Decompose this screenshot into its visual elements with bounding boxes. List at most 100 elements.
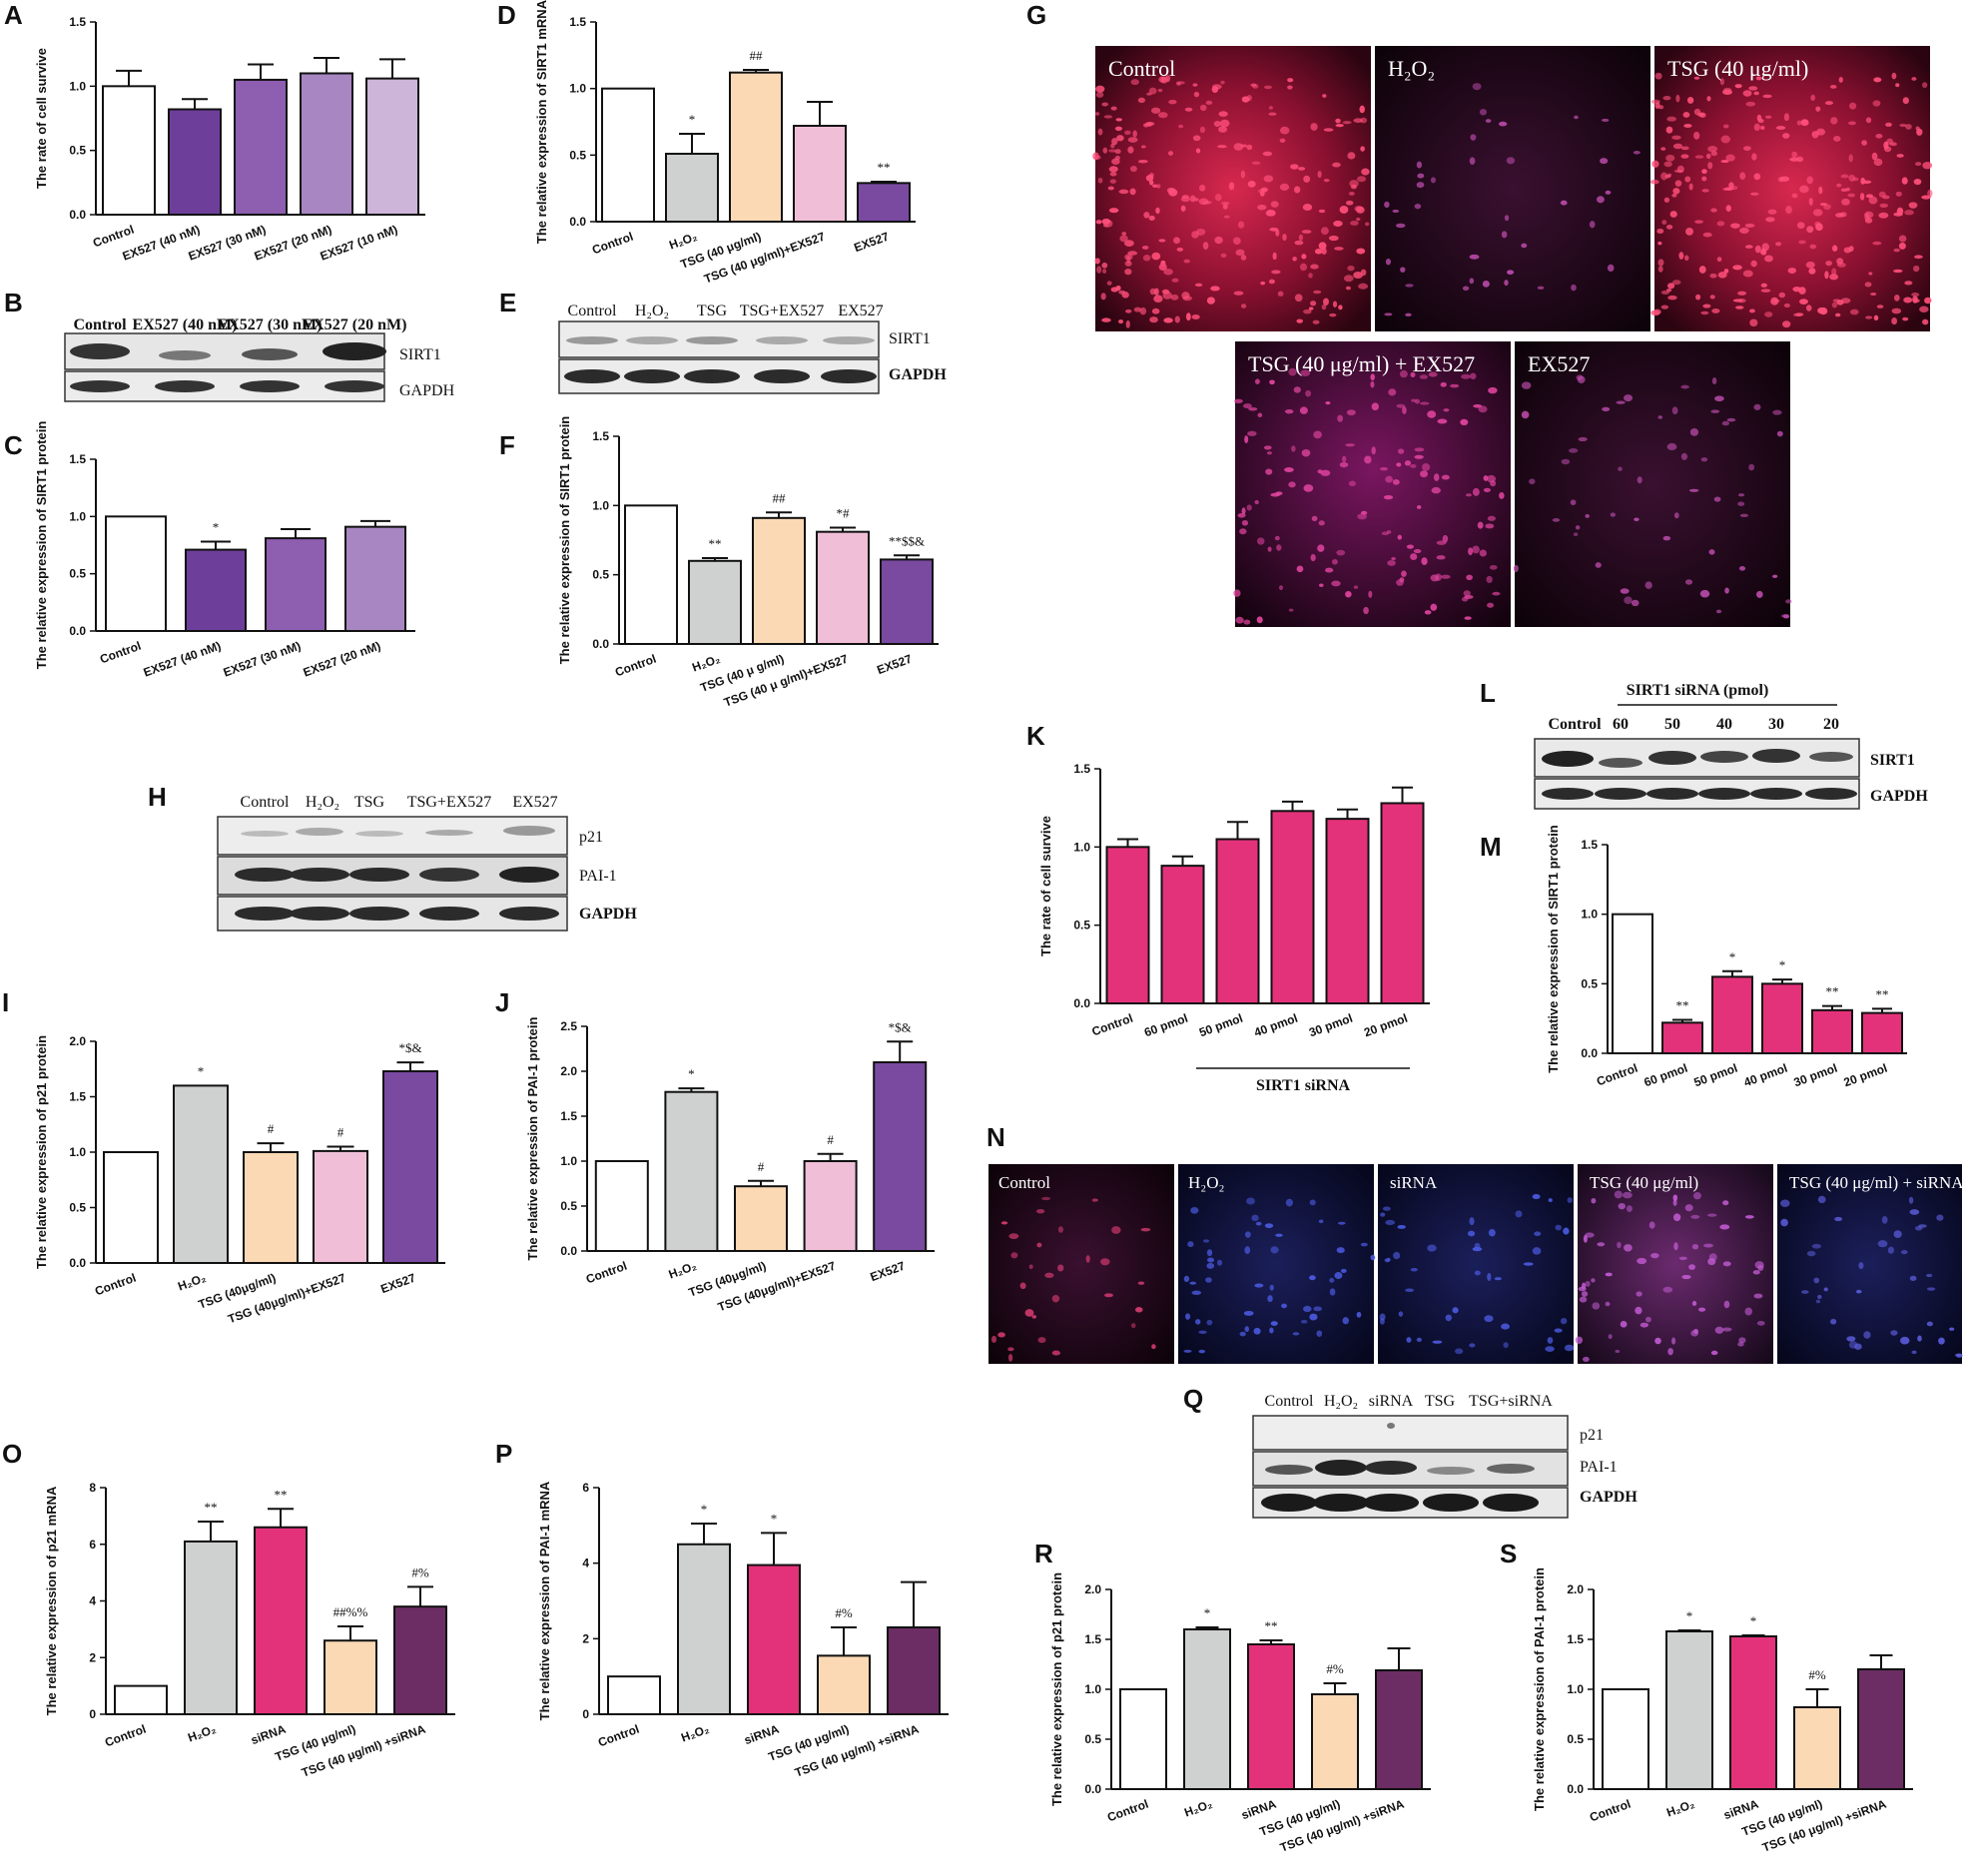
cell-dot	[1111, 138, 1118, 146]
cell-dot	[1671, 406, 1678, 415]
cell-dot	[1356, 176, 1367, 183]
cell-dot	[1296, 318, 1303, 323]
cell-dot	[1896, 207, 1903, 215]
cell-dot	[1615, 1349, 1621, 1354]
cell-dot	[1199, 126, 1206, 134]
y-tick-label-s: 2.0	[1567, 1582, 1584, 1596]
cell-dot	[1207, 1257, 1215, 1263]
cell-dot	[1299, 263, 1308, 272]
chart-f: 0.0 0.5 1.0 1.5 The relative expression of S…	[557, 416, 939, 710]
cell-dot	[1489, 564, 1498, 570]
cell-dot	[1189, 1281, 1197, 1285]
bar-f	[752, 516, 806, 646]
significance-label-r: #%	[1326, 1661, 1344, 1676]
cell-dot	[1722, 89, 1732, 95]
cell-dot	[1191, 1290, 1202, 1295]
cell-dot	[1332, 301, 1338, 308]
cell-dot	[1101, 317, 1111, 322]
cell-dot	[1836, 183, 1842, 188]
cell-dot	[1107, 186, 1114, 191]
x-tick-label-p: siRNA	[742, 1722, 781, 1748]
cell-dot	[1176, 247, 1184, 252]
cell-dot	[1437, 418, 1448, 424]
cell-dot	[1171, 278, 1179, 283]
cell-dot	[1114, 126, 1122, 131]
cell-dot	[1775, 126, 1786, 130]
cell-dot	[1891, 316, 1898, 325]
cell-dot	[1263, 175, 1274, 183]
cell-dot	[1714, 1326, 1724, 1334]
cell-dot	[1275, 229, 1280, 237]
cell-dot	[1915, 162, 1922, 167]
significance-label-m: **	[1676, 998, 1689, 1013]
bar-a	[168, 108, 222, 216]
cell-dot	[1472, 1246, 1483, 1252]
cell-dot	[1815, 1299, 1821, 1304]
cell-dot	[1469, 1217, 1475, 1226]
bar-o	[184, 1540, 238, 1715]
cell-dot	[1325, 567, 1334, 573]
cell-dot	[1251, 161, 1261, 165]
cell-dot	[1470, 372, 1477, 379]
cell-dot	[1691, 1244, 1699, 1250]
y-tick-label-s: 1.5	[1567, 1632, 1584, 1646]
cell-dot	[1239, 1331, 1246, 1337]
blot-e-lane-2: H₂O₂	[635, 303, 669, 319]
y-tick-label-s: 0.0	[1567, 1782, 1584, 1796]
bar-i	[173, 1084, 229, 1265]
cell-dot	[1791, 193, 1798, 199]
cell-dot	[1753, 173, 1761, 181]
bar-j	[594, 1160, 649, 1252]
cell-dot	[1256, 616, 1263, 624]
chart-m: 0.0 0.5 1.0 1.5 The relative expression of S…	[1546, 825, 1907, 1089]
cell-dot	[1798, 299, 1808, 305]
significance-label-m: **	[1876, 986, 1889, 1001]
western-blot-l: SIRT1 siRNA (pmol) Control 60 50 40 30 2…	[1534, 682, 1928, 810]
chart-k: 0.0 0.5 1.0 1.5 The rate of cell survive Cont…	[1038, 762, 1430, 1039]
cell-dot	[1455, 1348, 1464, 1355]
chart-p: 0 2 4 6 The relative expression of PAI-1 mRN…	[537, 1481, 949, 1780]
x-tick-label-k: 50 pmol	[1197, 1011, 1244, 1040]
blot-h-lane-3: TSG	[354, 794, 385, 811]
cell-dot	[1472, 487, 1480, 496]
significance-label-f: **$$&	[889, 533, 925, 548]
cell-dot	[1701, 176, 1707, 182]
cell-dot	[1115, 118, 1122, 122]
cell-dot	[1780, 1199, 1790, 1207]
y-tick-label-o: 2	[89, 1650, 96, 1664]
cell-dot	[1574, 115, 1579, 120]
cell-dot	[1035, 1208, 1045, 1214]
cell-dot	[1748, 309, 1755, 313]
cell-dot	[1813, 1277, 1820, 1284]
cell-dot	[1787, 267, 1797, 275]
bar-r	[1183, 1628, 1231, 1790]
cell-dot	[1356, 206, 1365, 214]
cell-dot	[1233, 291, 1244, 296]
cell-dot	[1908, 202, 1918, 209]
bar-a	[365, 77, 419, 217]
blot-l-lane-6: 20	[1823, 716, 1839, 733]
cell-dot	[1244, 1231, 1251, 1238]
cell-dot	[1318, 1219, 1324, 1224]
blot-e-row-sirt1: SIRT1	[889, 330, 931, 347]
cell-dot	[1303, 309, 1312, 314]
cell-dot	[1281, 1303, 1288, 1309]
cell-dot	[1583, 1234, 1588, 1243]
cell-dot	[1335, 118, 1341, 124]
cell-dot	[1388, 388, 1397, 396]
cell-dot	[1644, 581, 1652, 589]
cell-dot	[1893, 1230, 1902, 1238]
cell-dot	[1183, 1349, 1192, 1353]
significance-label-p: *	[771, 1511, 778, 1526]
cell-dot	[1585, 514, 1590, 518]
cell-dots-g	[1092, 72, 1933, 625]
bar-d	[729, 71, 783, 223]
blot-e-lane-1: Control	[568, 303, 617, 319]
cell-dot	[1898, 235, 1907, 243]
cell-dot	[1288, 608, 1294, 612]
cell-dot	[1097, 177, 1103, 184]
panel-label-b: B	[4, 288, 23, 317]
blot-l-row-sirt1: SIRT1	[1870, 752, 1915, 769]
significance-label-s: #%	[1808, 1667, 1826, 1682]
panel-label-r: R	[1034, 1539, 1053, 1568]
